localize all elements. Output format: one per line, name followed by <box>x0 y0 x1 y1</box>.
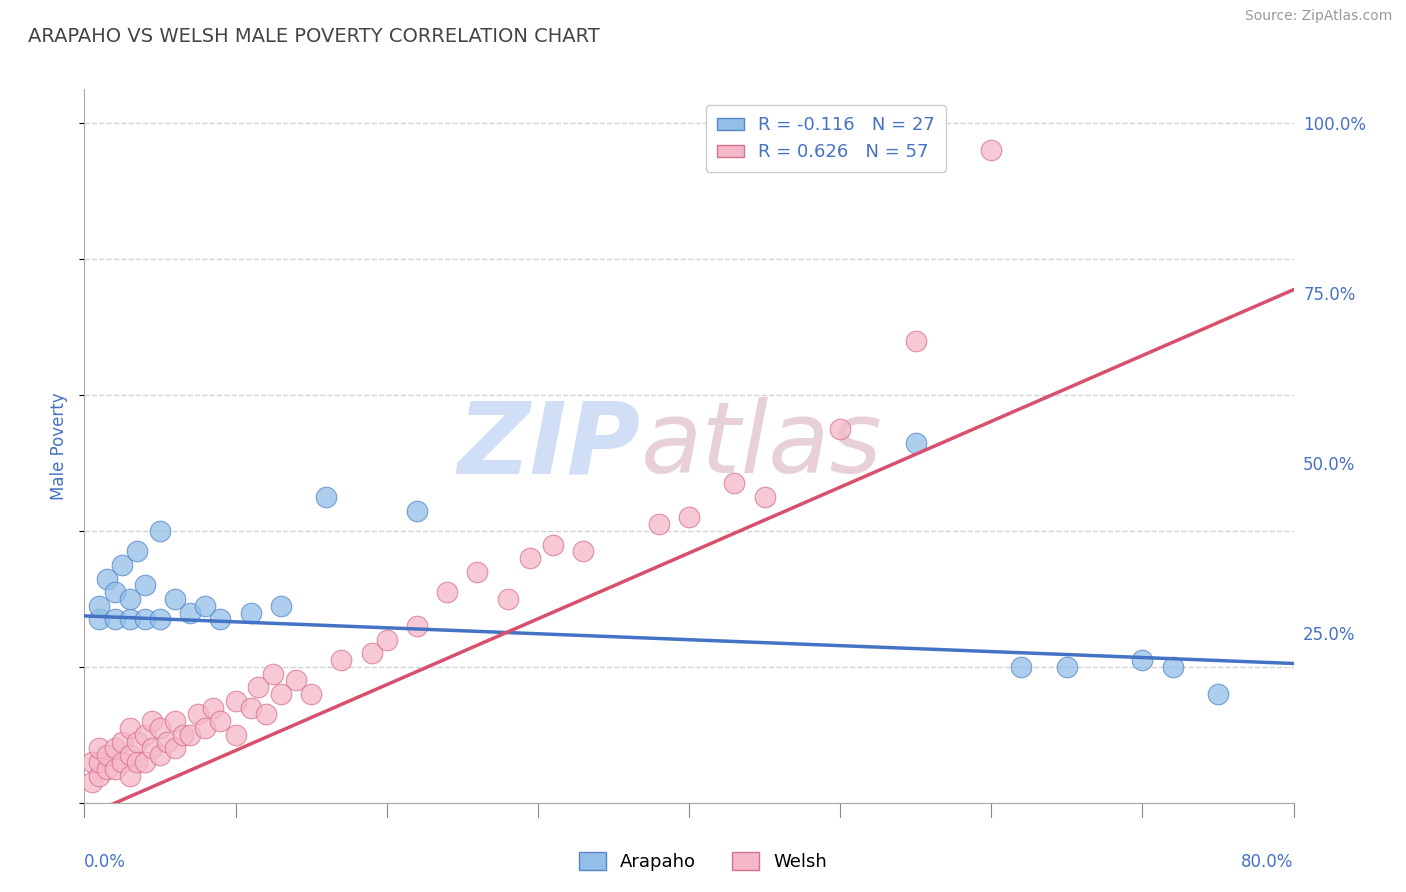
Point <box>980 144 1002 158</box>
Point <box>519 551 541 566</box>
Point <box>375 632 398 647</box>
Point <box>194 599 217 613</box>
Point <box>239 606 262 620</box>
Point <box>165 741 187 756</box>
Point <box>209 714 232 729</box>
Point <box>89 599 111 613</box>
Point <box>194 721 217 735</box>
Text: 0.0%: 0.0% <box>84 853 127 871</box>
Point <box>209 612 232 626</box>
Point <box>111 755 134 769</box>
Point <box>104 762 127 776</box>
Point <box>406 619 429 633</box>
Point <box>104 612 127 626</box>
Point <box>1130 653 1153 667</box>
Point <box>254 707 277 722</box>
Point <box>904 334 927 348</box>
Point <box>89 741 111 756</box>
Point <box>149 721 172 735</box>
Point <box>1056 660 1078 674</box>
Point <box>156 734 179 748</box>
Point <box>118 612 141 626</box>
Point <box>80 755 103 769</box>
Text: Source: ZipAtlas.com: Source: ZipAtlas.com <box>1244 9 1392 23</box>
Point <box>239 700 262 714</box>
Text: ZIP: ZIP <box>457 398 641 494</box>
Point <box>496 591 519 606</box>
Point <box>134 728 156 742</box>
Point <box>141 741 163 756</box>
Point <box>179 606 201 620</box>
Point <box>89 755 111 769</box>
Text: ARAPAHO VS WELSH MALE POVERTY CORRELATION CHART: ARAPAHO VS WELSH MALE POVERTY CORRELATIO… <box>28 27 600 45</box>
Point <box>467 565 489 579</box>
Point <box>80 775 103 789</box>
Point <box>201 700 224 714</box>
Point <box>262 666 284 681</box>
Point <box>172 728 194 742</box>
Point <box>723 476 745 491</box>
Point <box>127 544 149 558</box>
Point <box>187 707 209 722</box>
Point <box>1161 660 1184 674</box>
Point <box>285 673 308 688</box>
Point <box>165 591 187 606</box>
Point <box>360 646 382 660</box>
Point <box>315 490 337 504</box>
Point <box>149 524 172 538</box>
Point <box>572 544 595 558</box>
Point <box>149 748 172 763</box>
Point <box>165 714 187 729</box>
Point <box>330 653 353 667</box>
Point <box>225 694 247 708</box>
Point <box>648 517 671 532</box>
Point <box>104 741 127 756</box>
Point <box>134 612 156 626</box>
Y-axis label: Male Poverty: Male Poverty <box>51 392 69 500</box>
Point <box>134 755 156 769</box>
Point <box>96 572 118 586</box>
Legend: R = -0.116   N = 27, R = 0.626   N = 57: R = -0.116 N = 27, R = 0.626 N = 57 <box>706 105 946 172</box>
Point <box>678 510 700 524</box>
Point <box>118 591 141 606</box>
Point <box>754 490 776 504</box>
Point <box>247 680 270 694</box>
Point <box>436 585 458 599</box>
Point <box>118 769 141 783</box>
Point <box>104 585 127 599</box>
Text: atlas: atlas <box>641 398 882 494</box>
Point <box>406 503 429 517</box>
Point <box>127 755 149 769</box>
Point <box>118 748 141 763</box>
Point <box>96 762 118 776</box>
Point <box>830 422 852 436</box>
Point <box>904 435 927 450</box>
Point <box>179 728 201 742</box>
Point <box>127 734 149 748</box>
Point <box>89 769 111 783</box>
Point <box>149 612 172 626</box>
Point <box>96 748 118 763</box>
Point <box>1011 660 1033 674</box>
Point <box>270 687 292 701</box>
Point <box>111 734 134 748</box>
Point <box>299 687 322 701</box>
Point <box>541 537 564 551</box>
Point <box>1206 687 1229 701</box>
Point <box>270 599 292 613</box>
Point <box>89 612 111 626</box>
Text: 80.0%: 80.0% <box>1241 853 1294 871</box>
Point <box>111 558 134 572</box>
Point <box>141 714 163 729</box>
Legend: Arapaho, Welsh: Arapaho, Welsh <box>571 845 835 879</box>
Point <box>134 578 156 592</box>
Point <box>225 728 247 742</box>
Point <box>118 721 141 735</box>
